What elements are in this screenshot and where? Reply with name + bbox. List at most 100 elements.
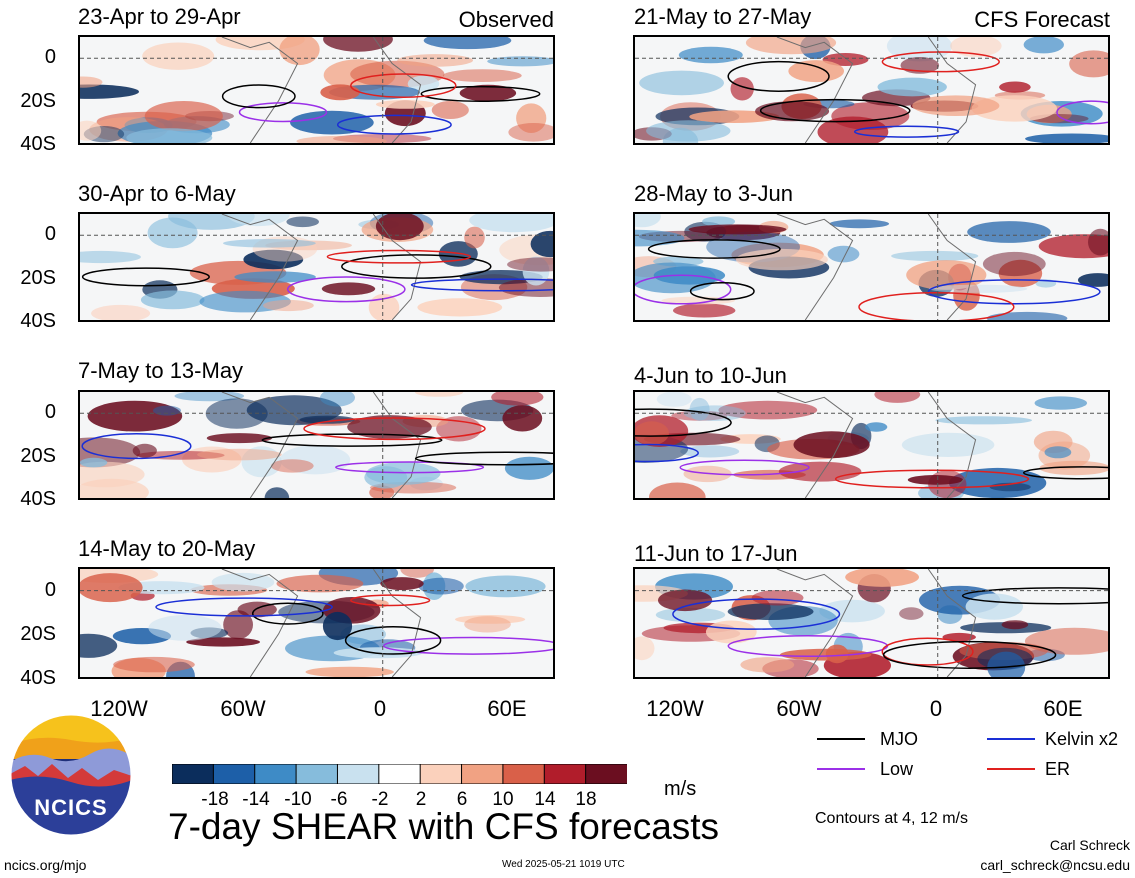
shear-anomaly-blob (508, 123, 553, 142)
shear-anomaly-blob (886, 37, 953, 62)
wave-contour (335, 461, 485, 474)
shear-anomaly-blob (522, 256, 550, 286)
legend-label-er: ER (1045, 759, 1071, 779)
shear-anomaly-blob (635, 214, 661, 228)
shear-anomaly-blob (148, 615, 222, 641)
shear-anomaly-blob (80, 76, 103, 88)
legend-line-low (817, 768, 865, 770)
shear-anomaly-blob (965, 593, 1023, 620)
colorbar-tick: -10 (284, 789, 312, 810)
x-tick-label: 60W (776, 696, 822, 721)
colorbar-swatch (585, 763, 629, 785)
shear-anomaly-blob (967, 221, 1051, 243)
colorbar (171, 763, 629, 785)
wave-contour (238, 102, 328, 123)
wave-contour (383, 636, 553, 655)
panel-title-2: 30-Apr to 6-May (78, 181, 236, 206)
shear-anomaly-blob (80, 461, 145, 488)
legend-line-kelvin (987, 738, 1035, 740)
panel-title-3: 7-May to 13-May (78, 358, 244, 383)
shear-anomaly-blob (899, 607, 924, 620)
shear-anomaly-blob (80, 457, 108, 468)
colorbar-tick: 6 (456, 789, 468, 810)
wave-contour (326, 249, 472, 264)
shear-anomaly-blob (705, 620, 757, 644)
shear-anomaly-blob (290, 110, 374, 135)
wave-contour (81, 433, 192, 460)
colorbar-swatch (378, 763, 422, 785)
shear-anomaly-blob (364, 466, 408, 489)
colorbar-tick: 10 (492, 789, 514, 810)
shear-anomaly-blob (491, 392, 544, 406)
legend-label-low: Low (880, 759, 914, 779)
shear-anomaly-blob (407, 75, 440, 92)
shear-anomaly-blob (950, 37, 1002, 57)
shear-anomaly-blob (727, 603, 814, 620)
shear-anomaly-blob (299, 415, 355, 424)
shear-anomaly-blob (891, 250, 979, 262)
y-tick-label: 20S (20, 267, 56, 289)
shear-anomaly-blob (321, 282, 376, 296)
shear-anomaly-blob (1077, 273, 1108, 287)
wave-contour (286, 276, 406, 303)
shear-anomaly-blob (280, 445, 351, 475)
colorbar-swatch (419, 763, 463, 785)
shear-anomaly-blob (646, 120, 731, 142)
coastline (776, 214, 854, 320)
shear-anomaly-blob (678, 46, 743, 64)
shear-anomaly-blob (132, 443, 157, 458)
wave-contour (251, 602, 324, 625)
observed-label: Observed (458, 7, 554, 32)
contour-note: Contours at 4, 12 m/s (815, 810, 968, 827)
shear-anomaly-blob (276, 574, 364, 593)
legend-line-er (987, 768, 1035, 770)
coastline (776, 37, 854, 143)
x-tick-label: 0 (373, 696, 387, 721)
colorbar-swatch (171, 763, 215, 785)
y-tick-label: 20S (20, 90, 56, 112)
wave-contour (927, 279, 1101, 305)
shear-anomaly-blob (320, 392, 355, 407)
shear-anomaly-blob (877, 77, 947, 97)
coastline (372, 214, 422, 320)
colorbar-tick: -14 (242, 789, 270, 810)
map-panel-1 (78, 35, 555, 145)
shear-anomaly-blob (296, 135, 387, 143)
shear-anomaly-blob (368, 293, 400, 320)
colorbar-swatch (254, 763, 298, 785)
wave-contour (420, 85, 541, 102)
shear-anomaly-blob (375, 100, 435, 109)
wave-contour (635, 274, 732, 305)
wave-contour (881, 51, 1000, 73)
shear-anomaly-blob (464, 226, 485, 249)
coastline (221, 569, 299, 677)
coastline (372, 569, 422, 677)
x-tick-label: 60E (1043, 696, 1083, 721)
shear-anomaly-blob (702, 216, 736, 227)
shear-anomaly-blob (400, 569, 434, 578)
shear-anomaly-blob (865, 422, 888, 432)
footer-email[interactable]: carl_schreck@ncsu.edu (980, 857, 1130, 873)
shear-anomaly-blob (455, 615, 526, 624)
y-tick-label: 20S (20, 623, 56, 645)
shear-anomaly-blob (153, 405, 181, 416)
shear-anomaly-blob (788, 60, 844, 83)
shear-anomaly-blob (464, 616, 511, 633)
wave-contour (858, 291, 1015, 320)
shear-anomaly-blob (986, 311, 1068, 320)
shear-anomaly-blob (845, 569, 919, 587)
wave-contour (647, 239, 781, 259)
shear-anomaly-blob (279, 37, 320, 66)
footer-url[interactable]: ncics.org/mjo (4, 857, 87, 873)
wave-contour (155, 597, 333, 617)
shear-anomaly-blob (223, 610, 254, 640)
shear-anomaly-blob (286, 216, 319, 228)
y-tick-label: 40S (20, 667, 56, 689)
wave-contour (1022, 466, 1108, 480)
legend-label-mjo: MJO (880, 729, 918, 749)
map-panel-3 (78, 390, 555, 500)
shear-anomaly-blob (113, 656, 195, 673)
legend-label-kelvin: Kelvin x2 (1045, 729, 1119, 749)
shear-anomaly-blob (380, 577, 424, 591)
colorbar-unit: m/s (664, 778, 697, 800)
